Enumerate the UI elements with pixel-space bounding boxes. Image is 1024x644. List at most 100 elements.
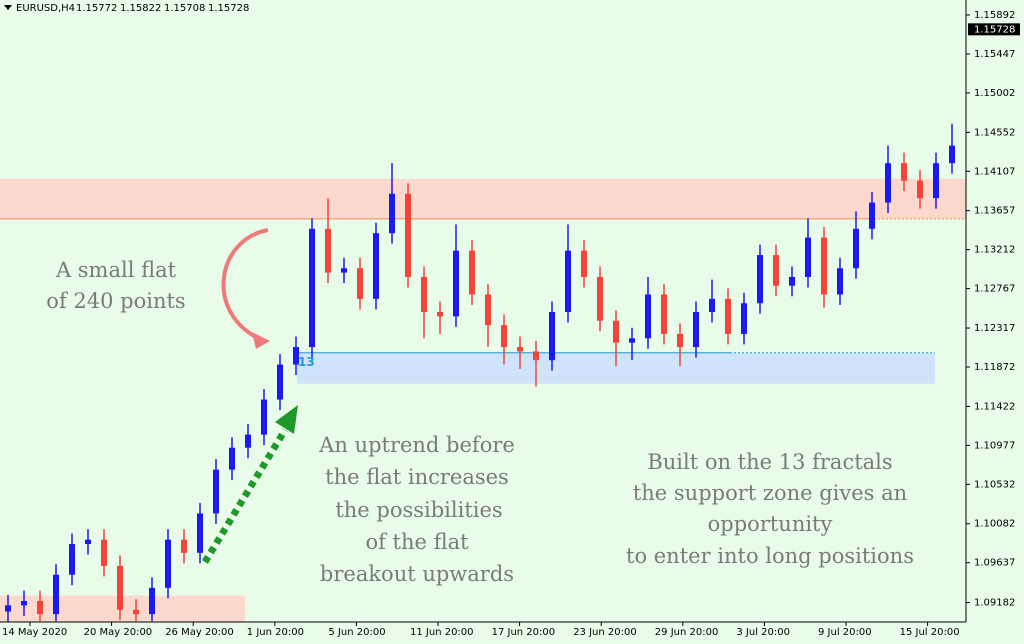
candle-body	[645, 294, 651, 339]
candle-body	[949, 145, 955, 164]
x-tick-label: 26 May 20:00	[165, 627, 234, 638]
quote-close: 1.15728	[208, 3, 249, 14]
x-tick-label: 11 Jun 20:00	[410, 627, 474, 638]
candle-body	[869, 202, 875, 229]
candle-body	[453, 250, 459, 317]
curved-arrow	[221, 228, 269, 342]
candle-body	[213, 469, 219, 514]
dotted-arrow	[202, 428, 288, 564]
candle-body	[53, 574, 59, 615]
candle-body	[597, 276, 603, 321]
candle-body	[821, 237, 827, 295]
fractal-count: 13	[298, 355, 315, 369]
x-tick-label: 1 Jun 20:00	[247, 627, 304, 638]
candle-body	[69, 544, 75, 575]
candle-body	[853, 228, 859, 269]
candle-body	[197, 513, 203, 553]
candle-body	[309, 228, 315, 348]
y-tick-label: 1.10532	[974, 479, 1015, 490]
candle-body	[757, 255, 763, 304]
candles	[5, 123, 955, 622]
candle-body	[437, 312, 443, 317]
candle-body	[325, 228, 331, 273]
annotation-support: Built on the 13 fractals the support zone…	[626, 450, 914, 568]
quote-low: 1.15708	[164, 3, 205, 14]
y-tick-label: 1.15447	[974, 49, 1015, 60]
candle-body	[805, 237, 811, 277]
candle-body	[565, 250, 571, 313]
candle-body	[293, 347, 299, 365]
arrow-head	[275, 405, 298, 434]
candle-body	[837, 268, 843, 295]
candle-body	[693, 312, 699, 348]
candle-body	[85, 539, 91, 545]
x-tick-label: 9 Jul 20:00	[818, 627, 872, 638]
y-tick-label: 1.13212	[974, 245, 1015, 256]
candle-body	[709, 298, 715, 313]
candle-body	[245, 434, 251, 448]
y-tick-label: 1.11872	[974, 362, 1015, 373]
candle-body	[885, 163, 891, 203]
candle-body	[165, 539, 171, 588]
y-tick-label: 1.09182	[974, 598, 1015, 609]
y-tick-label: 1.11422	[974, 401, 1015, 412]
candle-body	[549, 312, 555, 361]
candle-body	[277, 364, 283, 400]
x-tick-label: 14 May 2020	[2, 627, 67, 638]
y-tick-label: 1.14107	[974, 166, 1015, 177]
candle-body	[741, 303, 747, 334]
x-tick-label: 20 May 20:00	[84, 627, 153, 638]
x-tick-label: 3 Jul 20:00	[736, 627, 790, 638]
x-tick-label: 29 Jun 20:00	[655, 627, 719, 638]
menu-triangle[interactable]	[4, 5, 12, 10]
x-tick-label: 5 Jun 20:00	[328, 627, 385, 638]
annotation-uptrend: An uptrend before the flat increases the p…	[318, 433, 515, 586]
candle-body	[581, 250, 587, 277]
candle-body	[725, 298, 731, 334]
x-tick-label: 17 Jun 20:00	[492, 627, 556, 638]
candle-body	[613, 320, 619, 343]
candle-body	[101, 539, 107, 566]
annotation-flat: A small flat of 240 points	[46, 258, 185, 313]
candle-body	[229, 447, 235, 470]
candle-body	[901, 163, 907, 181]
current-price-box	[968, 23, 1020, 36]
candle-body	[149, 587, 155, 615]
y-tick-label: 1.09637	[974, 558, 1015, 569]
x-tick-label: 15 Jul 20:00	[900, 627, 960, 638]
candle-body	[405, 193, 411, 277]
candle-body	[341, 268, 347, 273]
candle-body	[533, 351, 539, 361]
candle-body	[517, 347, 523, 352]
candle-body	[629, 338, 635, 343]
y-tick-label: 1.10977	[974, 440, 1015, 451]
y-tick-label: 1.15002	[974, 88, 1015, 99]
candle-body	[373, 233, 379, 299]
candle-body	[261, 399, 267, 435]
y-tick-label: 1.15892	[974, 10, 1015, 21]
candle-body	[661, 294, 667, 334]
candle-body	[933, 163, 939, 199]
candle-body	[389, 193, 395, 234]
candle-body	[501, 325, 507, 348]
candle-body	[117, 565, 123, 610]
y-tick-label: 1.10082	[974, 519, 1015, 530]
candle-body	[5, 605, 11, 612]
candle-body	[421, 276, 427, 313]
candle-body	[485, 294, 491, 326]
candle-body	[133, 609, 139, 615]
candle-body	[21, 600, 27, 606]
y-tick-label: 1.12767	[974, 284, 1015, 295]
quote-high: 1.15822	[120, 3, 161, 14]
candle-body	[469, 250, 475, 295]
zone	[0, 178, 966, 219]
candle-body	[677, 333, 683, 348]
candle-body	[917, 180, 923, 199]
arrow-head	[252, 332, 270, 349]
candle-body	[181, 539, 187, 553]
candle-body	[37, 600, 43, 615]
y-tick-label: 1.13657	[974, 206, 1015, 217]
candle-body	[773, 255, 779, 286]
